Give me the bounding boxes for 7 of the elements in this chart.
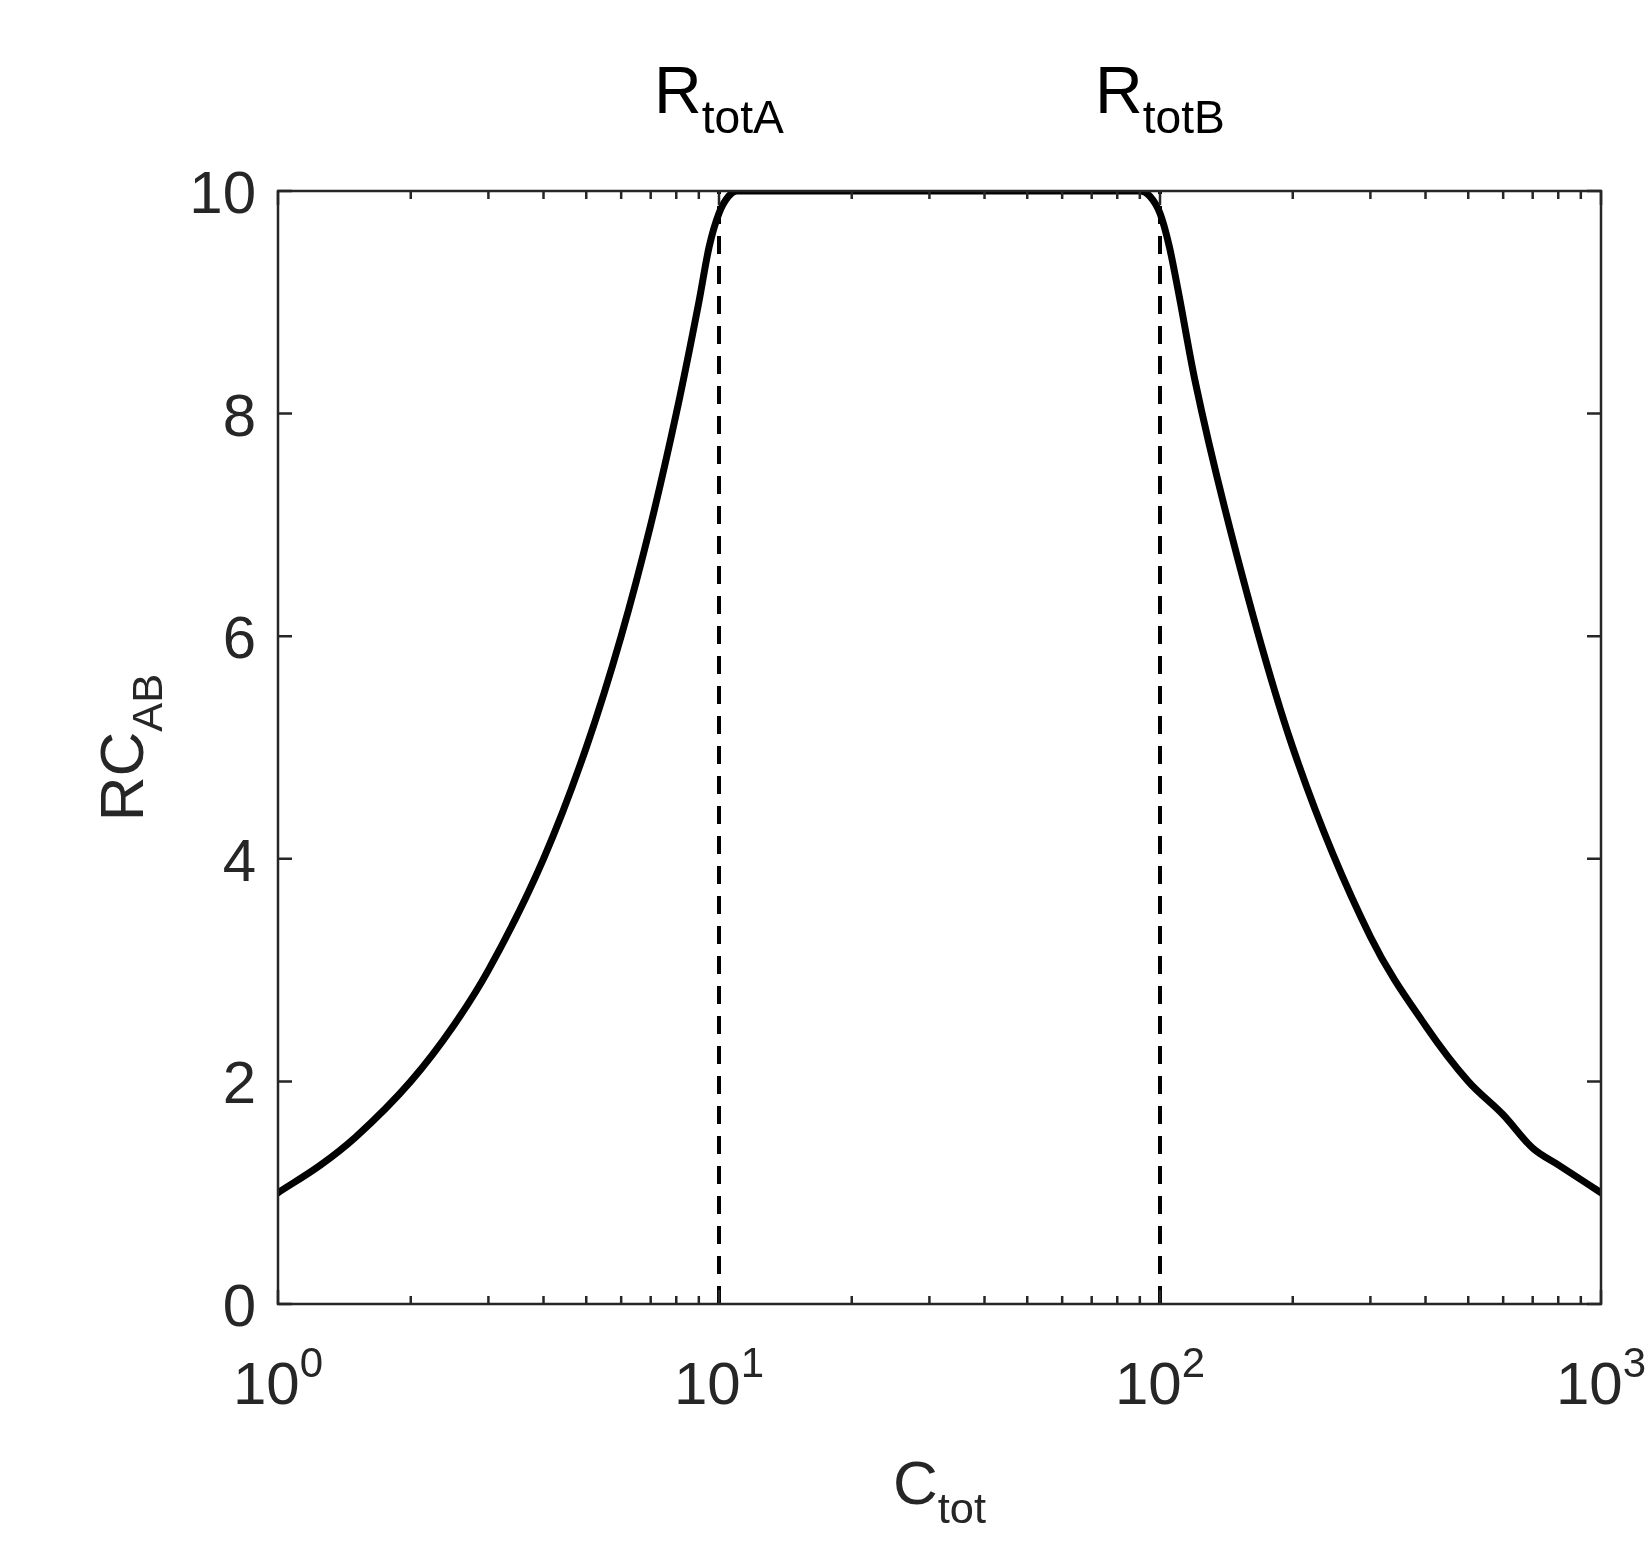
y-tick-label: 2 <box>222 1049 257 1117</box>
y-tick-label: 0 <box>222 1272 257 1339</box>
y-tick-label: 6 <box>222 604 257 672</box>
y-tick-label: 8 <box>222 381 257 449</box>
y-tick-label: 10 <box>189 159 257 226</box>
y-tick-label: 4 <box>222 826 257 894</box>
y-axis-title: RCAB <box>87 673 171 822</box>
